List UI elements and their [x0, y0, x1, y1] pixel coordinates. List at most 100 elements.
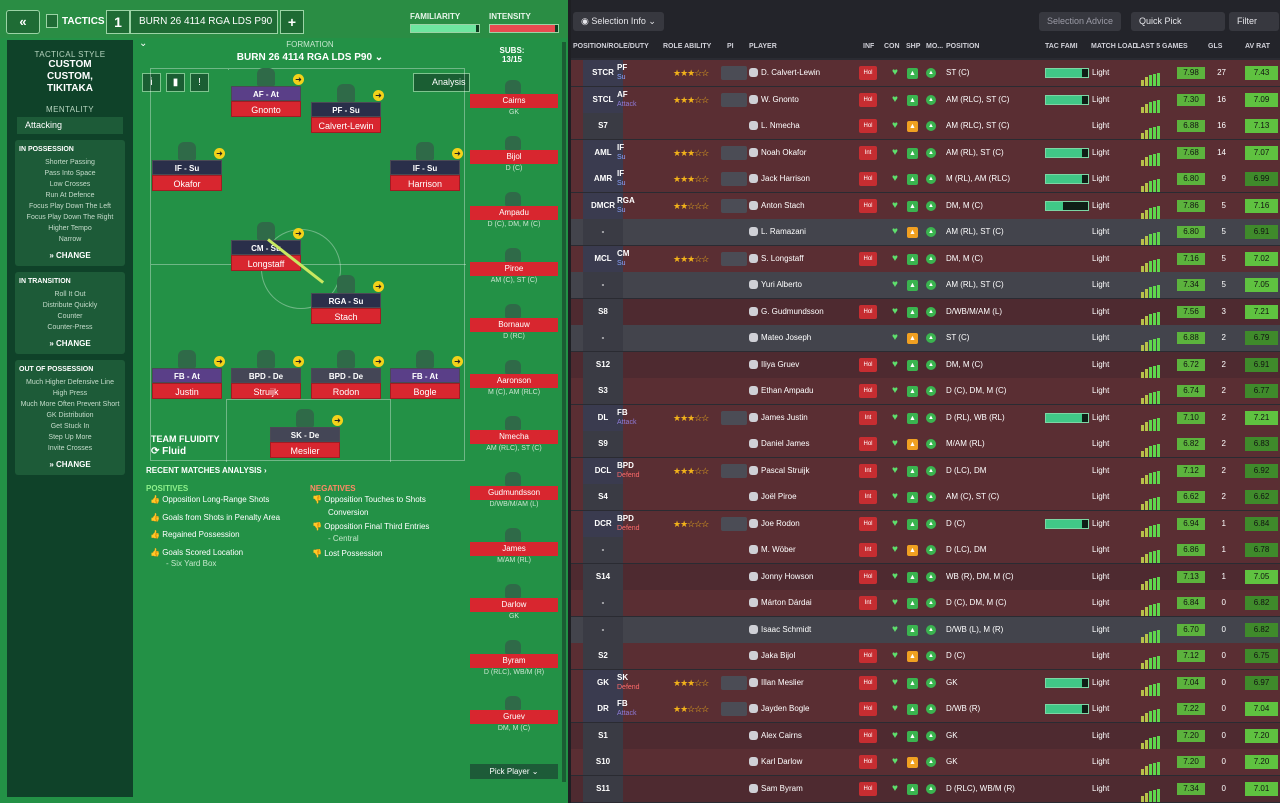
role-cell[interactable]: SK Defend [613, 670, 659, 696]
player-instructions-icon[interactable] [721, 516, 747, 531]
column-header[interactable]: MATCH LOAD [1091, 43, 1138, 50]
table-row[interactable]: - Isaac Schmidt ♥ ▲ ▲ D/WB (L), M (R) Light 6.7… [571, 616, 1280, 643]
player-cell[interactable]: Iliya Gruev [749, 352, 853, 378]
recent-matches-analysis-link[interactable]: RECENT MATCHES ANALYSIS › [146, 466, 267, 475]
tactic-number[interactable]: 1 [106, 10, 130, 34]
table-row[interactable]: MCL CM Su ★★★☆☆ S. Longstaff Hol ♥ ▲ ▲ DM, M (C) L… [571, 245, 1280, 272]
quick-pick-button[interactable]: Quick Pick [1131, 12, 1225, 31]
out-of-possession-change-button[interactable]: » CHANGE [49, 460, 91, 469]
table-row[interactable]: - M. Wöber Int ♥ ▲ ▲ D (LC), DM Light 6.86 1 6.78 [571, 537, 1280, 563]
table-row[interactable]: S11 Sam Byram Hol ♥ ▲ ▲ D (RLC), WB/M (R) Light… [571, 775, 1280, 802]
position-cell[interactable]: S2 [583, 643, 623, 669]
selection-info-button[interactable]: ◉ Selection Info ⌄ [573, 12, 664, 31]
position-cell[interactable]: DL [583, 404, 623, 431]
position-cell[interactable]: S3 [583, 378, 623, 404]
position-cell[interactable]: S9 [583, 431, 623, 457]
column-header[interactable]: MO... [926, 43, 944, 50]
player-cell[interactable]: W. Gnonto [749, 87, 853, 113]
tactic-select[interactable]: BURN 26 4114 RGA LDS P90 ⌄ [130, 10, 278, 49]
position-cell[interactable]: S7 [583, 113, 623, 139]
position-cell[interactable]: DCL [583, 457, 623, 484]
table-row[interactable]: GK SK Defend ★★★☆☆ Illan Meslier Hol ♥ ▲ ▲ GK Ligh… [571, 669, 1280, 696]
column-header[interactable]: SHP [906, 43, 921, 50]
player-cell[interactable]: Yuri Alberto [749, 272, 853, 298]
player-instructions-icon[interactable] [721, 172, 747, 186]
column-header[interactable]: TAC FAMI [1045, 43, 1078, 50]
column-header[interactable]: POSITION [946, 43, 980, 50]
player-instructions-icon[interactable] [721, 675, 747, 690]
player-cell[interactable]: M. Wöber [749, 537, 853, 563]
table-row[interactable]: STCR PF Su ★★★☆☆ D. Calvert-Lewin Hol ♥ ▲ ▲ ST (C… [571, 60, 1280, 86]
table-row[interactable]: DCR BPD Defend ★★☆☆☆ Joe Rodon Hol ♥ ▲ ▲ D (C) Lig… [571, 510, 1280, 537]
table-row[interactable]: DMCR RGA Su ★★☆☆☆ Anton Stach Hol ♥ ▲ ▲ DM, M (C)… [571, 192, 1280, 219]
player-instructions-icon[interactable] [721, 145, 747, 160]
position-cell[interactable]: DCR [583, 510, 623, 537]
table-row[interactable]: - Yuri Alberto ♥ ▲ ▲ AM (RL), ST (C) Light 7.34… [571, 272, 1280, 298]
role-cell[interactable]: FB Attack [613, 696, 659, 722]
table-row[interactable]: S4 Joël Piroe Int ♥ ▲ ▲ AM (C), ST (C) Light 6.6… [571, 484, 1280, 510]
in-transition-change-button[interactable]: » CHANGE [49, 339, 91, 348]
add-tactic-button[interactable]: + [280, 10, 304, 34]
analysis-button[interactable]: Analysis [413, 73, 470, 92]
player-cell[interactable]: L. Ramazani [749, 219, 853, 245]
player-cell[interactable]: Mateo Joseph [749, 325, 853, 351]
warning-icon[interactable]: ! [190, 73, 209, 92]
role-cell[interactable]: FB Attack [613, 405, 659, 431]
position-cell[interactable]: - [583, 537, 623, 563]
player-cell[interactable]: Jaka Bijol [749, 643, 853, 669]
role-cell[interactable]: AF Attack [613, 87, 659, 113]
player-cell[interactable]: Isaac Schmidt [749, 617, 853, 643]
bar-chart-icon[interactable]: ▮ [166, 73, 185, 92]
player-cell[interactable]: L. Nmecha [749, 113, 853, 139]
table-row[interactable]: S9 Daniel James Hol ♥ ▲ ▲ M/AM (RL) Light 6.82 2 6… [571, 431, 1280, 457]
position-cell[interactable]: STCL [583, 86, 623, 113]
player-cell[interactable]: Ethan Ampadu [749, 378, 853, 404]
position-cell[interactable]: S14 [583, 563, 623, 590]
position-cell[interactable]: - [583, 219, 623, 245]
role-cell[interactable]: CM Su [613, 246, 659, 272]
tactical-style-name[interactable]: CUSTOM CUSTOM, TIKITAKA [25, 59, 115, 95]
column-header[interactable]: GLS [1208, 43, 1223, 50]
column-header[interactable]: CON [884, 43, 900, 50]
mentality-select[interactable]: Attacking [17, 117, 123, 134]
player-cell[interactable]: S. Longstaff [749, 246, 853, 272]
table-row[interactable]: DCL BPD Defend ★★★☆☆ Pascal Struijk Int ♥ ▲ ▲ D (… [571, 457, 1280, 484]
info-icon[interactable]: i [142, 73, 161, 92]
player-cell[interactable]: Márton Dárdai [749, 590, 853, 616]
position-cell[interactable]: S8 [583, 298, 623, 325]
position-cell[interactable]: S12 [583, 351, 623, 378]
player-cell[interactable]: Joe Rodon [749, 511, 853, 537]
player-cell[interactable]: Noah Okafor [749, 140, 853, 166]
position-cell[interactable]: DR [583, 696, 623, 722]
player-cell[interactable]: Alex Cairns [749, 723, 853, 749]
role-cell[interactable]: RGA Su [613, 193, 659, 219]
player-cell[interactable]: Pascal Struijk [749, 458, 853, 484]
position-cell[interactable]: AMR [583, 166, 623, 192]
player-instructions-icon[interactable] [721, 410, 747, 425]
table-row[interactable]: - Márton Dárdai Int ♥ ▲ ▲ D (C), DM, M (C) Ligh… [571, 590, 1280, 616]
table-row[interactable]: DL FB Attack ★★★☆☆ James Justin Int ♥ ▲ ▲ D (RL),… [571, 404, 1280, 431]
position-cell[interactable]: - [583, 325, 623, 351]
position-cell[interactable]: DMCR [583, 192, 623, 219]
player-cell[interactable]: Jonny Howson [749, 564, 853, 590]
role-cell[interactable]: BPD Defend [613, 511, 659, 537]
role-cell[interactable]: PF Su [613, 60, 659, 86]
back-button[interactable]: « [6, 10, 40, 34]
position-cell[interactable]: - [583, 272, 623, 298]
table-row[interactable]: S2 Jaka Bijol Hol ♥ ▲ ▲ D (C) Light 7.12 0 6.75 [571, 643, 1280, 669]
position-cell[interactable]: GK [583, 669, 623, 696]
in-possession-change-button[interactable]: » CHANGE [49, 251, 91, 260]
player-instructions-icon[interactable] [721, 92, 747, 107]
column-header[interactable]: LAST 5 GAMES [1136, 43, 1188, 50]
position-cell[interactable]: S10 [583, 749, 623, 775]
role-cell[interactable]: IF Su [613, 166, 659, 192]
player-cell[interactable]: Anton Stach [749, 193, 853, 219]
player-instructions-icon[interactable] [721, 251, 747, 266]
column-header[interactable]: ROLE ABILITY [663, 43, 712, 50]
role-cell[interactable]: IF Su [613, 140, 659, 166]
table-row[interactable]: AML IF Su ★★★☆☆ Noah Okafor Int ♥ ▲ ▲ AM (RL), ST… [571, 139, 1280, 166]
player-cell[interactable]: G. Gudmundsson [749, 299, 853, 325]
player-cell[interactable]: Karl Darlow [749, 749, 853, 775]
table-row[interactable]: S12 Iliya Gruev Hol ♥ ▲ ▲ DM, M (C) Light 6.72 2 6… [571, 351, 1280, 378]
position-cell[interactable]: - [583, 590, 623, 616]
